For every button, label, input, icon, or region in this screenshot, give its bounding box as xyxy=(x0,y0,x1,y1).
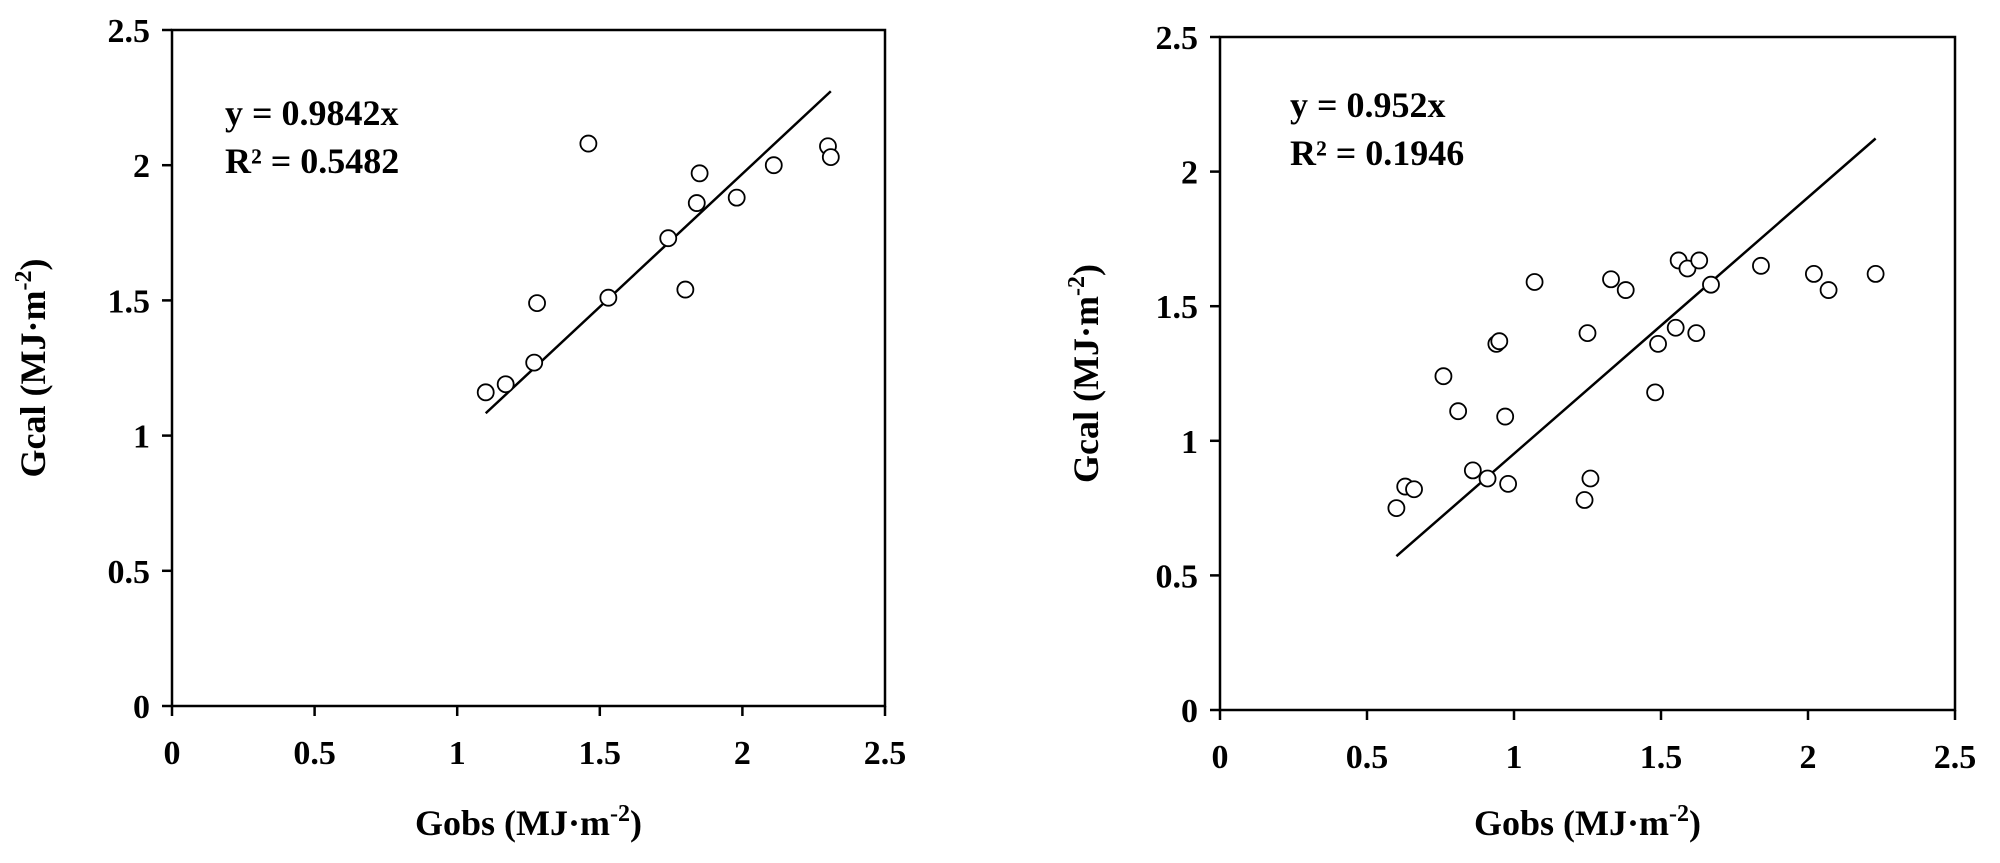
r-squared: R² = 0.1946 xyxy=(1290,133,1464,173)
x-axis-title-sup: -2 xyxy=(610,801,630,827)
x-axis-title-end: ) xyxy=(1689,803,1701,843)
y-axis-title-sup: -2 xyxy=(11,271,37,291)
data-point xyxy=(1581,469,1600,488)
data-point xyxy=(821,148,840,166)
y-axis-title-main: Gcal (MJ·m xyxy=(13,291,53,478)
y-tick-label: 1.5 xyxy=(1156,289,1199,326)
plot-frame xyxy=(1218,35,1957,712)
data-point xyxy=(1602,270,1620,289)
data-point xyxy=(1702,275,1720,294)
data-point xyxy=(496,375,515,394)
data-point xyxy=(727,188,746,207)
data-point xyxy=(659,229,678,248)
x-axis-title-sup: -2 xyxy=(1669,801,1689,827)
x-tick-label: 1 xyxy=(1506,739,1523,776)
data-point xyxy=(1525,273,1544,291)
data-point xyxy=(1575,491,1594,509)
x-tick-label: 0.5 xyxy=(293,735,336,772)
data-point xyxy=(1478,469,1497,488)
data-point xyxy=(1687,324,1706,343)
x-tick-label: 1 xyxy=(449,735,466,772)
data-point xyxy=(1646,383,1665,402)
y-axis-title: Gcal (MJ·m-2) xyxy=(1064,264,1106,483)
r-squared: R² = 0.5482 xyxy=(225,141,399,181)
plot-frame xyxy=(170,28,887,708)
trend-line xyxy=(1395,137,1877,558)
y-tick-label: 2 xyxy=(133,148,150,185)
x-tick-label: 2.5 xyxy=(1934,739,1977,776)
y-tick-label: 1.5 xyxy=(108,283,151,320)
x-axis-title-main: Gobs (MJ·m xyxy=(415,803,610,843)
x-tick-label: 0 xyxy=(1212,739,1229,776)
trend-equation: y = 0.952x xyxy=(1290,85,1446,125)
data-point xyxy=(1578,324,1597,343)
data-point xyxy=(1449,402,1468,421)
y-tick-label: 2.5 xyxy=(1156,20,1199,57)
y-tick-label: 1 xyxy=(1181,424,1198,461)
data-point xyxy=(1690,251,1709,270)
data-point xyxy=(528,294,546,313)
x-tick-label: 2 xyxy=(734,735,751,772)
data-point xyxy=(1499,474,1518,493)
x-tick-label: 1.5 xyxy=(1640,739,1683,776)
trend-equation: y = 0.9842x xyxy=(225,93,399,133)
data-point xyxy=(690,164,709,183)
x-axis-title: Gobs (MJ·m-2) xyxy=(415,801,642,843)
data-point xyxy=(687,194,706,212)
y-axis-title-main: Gcal (MJ·m xyxy=(1066,296,1106,483)
data-point xyxy=(1490,332,1509,351)
data-point xyxy=(525,353,544,372)
y-tick-label: 2.5 xyxy=(108,13,151,50)
data-point xyxy=(1804,264,1823,283)
x-tick-label: 2.5 xyxy=(864,735,907,772)
x-tick-label: 0 xyxy=(164,735,181,772)
trend-line xyxy=(484,90,832,415)
data-point xyxy=(1866,264,1885,283)
y-axis-title: Gcal (MJ·m-2) xyxy=(11,259,53,478)
data-point xyxy=(1434,367,1453,386)
y-tick-label: 0.5 xyxy=(1156,558,1199,595)
data-point xyxy=(476,383,495,402)
data-point xyxy=(764,156,783,175)
x-axis-title: Gobs (MJ·m-2) xyxy=(1474,801,1701,843)
x-axis-title-main: Gobs (MJ·m xyxy=(1474,803,1669,843)
x-tick-label: 0.5 xyxy=(1346,739,1389,776)
y-tick-label: 1 xyxy=(133,419,150,456)
data-point xyxy=(1496,407,1515,426)
x-axis-title-end: ) xyxy=(630,803,642,843)
data-point xyxy=(579,134,598,153)
data-point xyxy=(599,288,618,307)
y-tick-label: 2 xyxy=(1181,155,1198,192)
y-tick-label: 0 xyxy=(1181,693,1198,730)
data-point xyxy=(1405,480,1423,499)
x-tick-label: 2 xyxy=(1800,739,1817,776)
data-point xyxy=(1463,461,1482,480)
data-point xyxy=(1666,318,1685,337)
data-point xyxy=(1649,334,1667,353)
y-tick-label: 0 xyxy=(133,689,150,726)
data-point xyxy=(1387,499,1406,518)
data-point xyxy=(1819,281,1838,299)
data-point xyxy=(1752,256,1770,275)
x-tick-label: 1.5 xyxy=(579,735,622,772)
data-point xyxy=(1616,281,1635,299)
y-axis-title-end: ) xyxy=(13,259,53,271)
y-axis-title-sup: -2 xyxy=(1064,276,1090,296)
y-axis-title-end: ) xyxy=(1066,264,1106,276)
y-tick-label: 0.5 xyxy=(108,554,151,591)
data-point xyxy=(676,280,695,299)
